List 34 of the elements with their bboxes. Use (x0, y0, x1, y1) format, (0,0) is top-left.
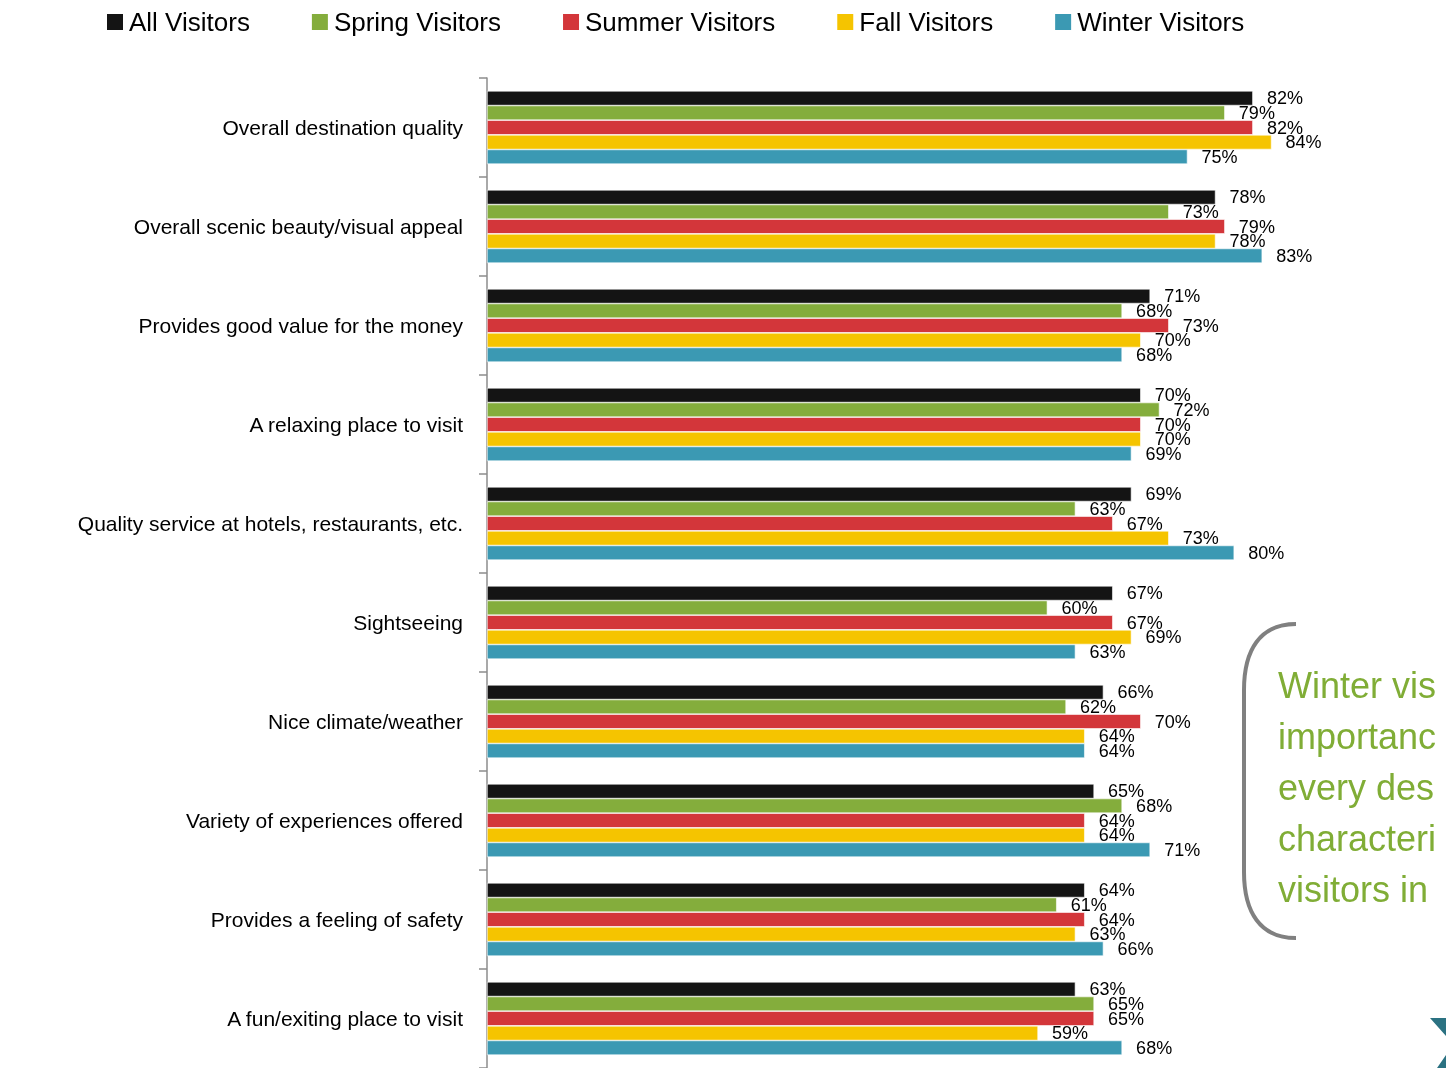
legend-label: Spring Visitors (333, 7, 502, 37)
data-label: 59% (1052, 1023, 1089, 1044)
data-label: 63% (1089, 641, 1126, 662)
legend-label: Fall Visitors (859, 7, 994, 37)
data-label: 80% (1248, 542, 1285, 563)
text: Winter vis importanc every des characteri visitors in (1278, 664, 1438, 912)
data-label: 68% (1136, 1037, 1173, 1058)
legend-label: Summer Visitors (585, 7, 776, 37)
y-tick-label: Variety of experiences offered (185, 809, 463, 832)
y-tick-label: A relaxing place to visit (249, 413, 464, 436)
y-tick-label: Provides good value for the money (138, 314, 464, 337)
y-tick-label: A fun/exiting place to visit (227, 1007, 464, 1030)
data-label: 60% (1061, 597, 1098, 618)
data-label: 73% (1182, 201, 1219, 222)
y-tick-label: Provides a feeling of safety (210, 908, 464, 931)
data-label: 75% (1201, 146, 1238, 167)
data-label: 66% (1117, 682, 1154, 703)
data-label: 67% (1126, 583, 1163, 604)
data-label: 67% (1126, 513, 1163, 534)
legend-label: All Visitors (129, 7, 250, 37)
y-tick-label: Sightseeing (353, 611, 463, 634)
data-label: 73% (1182, 528, 1219, 549)
data-label: 70% (1154, 711, 1191, 732)
data-label: 78% (1229, 187, 1266, 208)
data-label: 69% (1145, 484, 1182, 505)
y-tick-label: Quality service at hotels, restaurants, etc. (77, 512, 463, 535)
data-label: 62% (1080, 696, 1117, 717)
data-label: 83% (1276, 245, 1313, 266)
y-tick-label: Overall scenic beauty/visual appeal (133, 215, 463, 238)
legend-label: Winter Visitors (1077, 7, 1245, 37)
data-label: 71% (1164, 839, 1201, 860)
data-label: 63% (1089, 498, 1126, 519)
y-tick-label: Overall destination quality (222, 116, 464, 139)
y-tick-label: Nice climate/weather (268, 710, 464, 733)
